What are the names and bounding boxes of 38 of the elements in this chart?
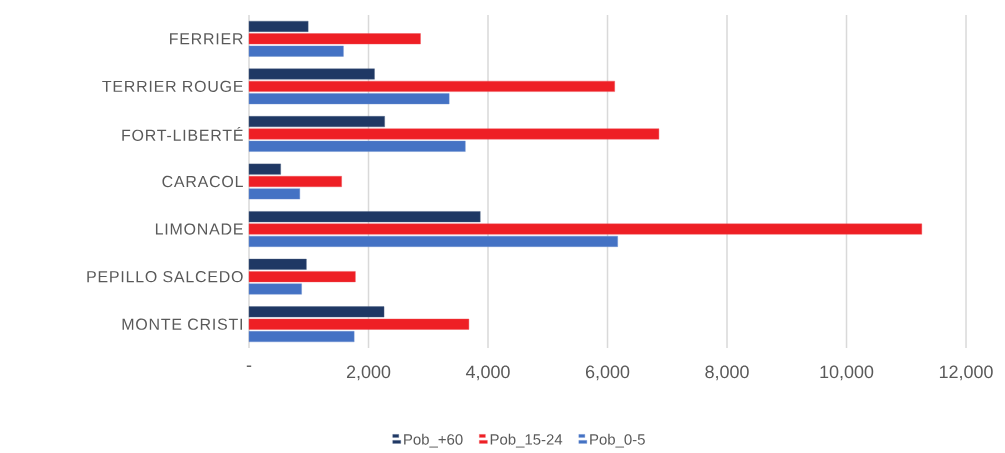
bar — [248, 140, 466, 152]
x-tick-label: 12,000 — [939, 365, 993, 381]
x-tick-label: 4,000 — [465, 365, 510, 381]
y-tick-label: TERRIER ROUGE — [102, 80, 243, 93]
bar — [248, 116, 385, 127]
bar — [248, 283, 302, 295]
bar — [248, 318, 470, 330]
y-tick-label: MONTE CRISTI — [122, 318, 242, 330]
x-tick-label: 2,000 — [346, 365, 391, 381]
bar — [248, 258, 307, 270]
bar — [248, 80, 615, 92]
x-tick-label: - — [246, 365, 252, 367]
y-tick-label: FORT-LIBERTÉ — [122, 126, 243, 141]
y-tick-label: LIMONADE — [155, 223, 243, 235]
x-tick-label: 8,000 — [705, 365, 749, 381]
bar — [248, 93, 450, 105]
bar — [248, 68, 375, 80]
bar — [248, 128, 660, 140]
bar — [248, 306, 385, 318]
bar — [248, 211, 481, 223]
bar — [248, 236, 618, 247]
y-tick-label: PEPILLO SALCEDO — [87, 271, 243, 283]
bar — [248, 331, 355, 343]
bar — [248, 188, 300, 200]
bar — [248, 45, 344, 57]
x-tick-label: 6,000 — [585, 365, 630, 381]
bar — [248, 176, 342, 187]
bar — [248, 20, 309, 32]
bar — [248, 271, 356, 283]
bar — [248, 163, 281, 175]
bar — [248, 33, 421, 45]
y-tick-label: CARACOL — [162, 175, 243, 188]
bar — [248, 223, 922, 235]
y-tick-label: FERRIER — [170, 33, 243, 45]
x-tick-label: 10,000 — [820, 365, 874, 381]
legend-label: Pob_+60 — [404, 433, 463, 448]
legend-label: Pob_0-5 — [590, 433, 645, 448]
legend-label: Pob_15-24 — [490, 433, 563, 448]
